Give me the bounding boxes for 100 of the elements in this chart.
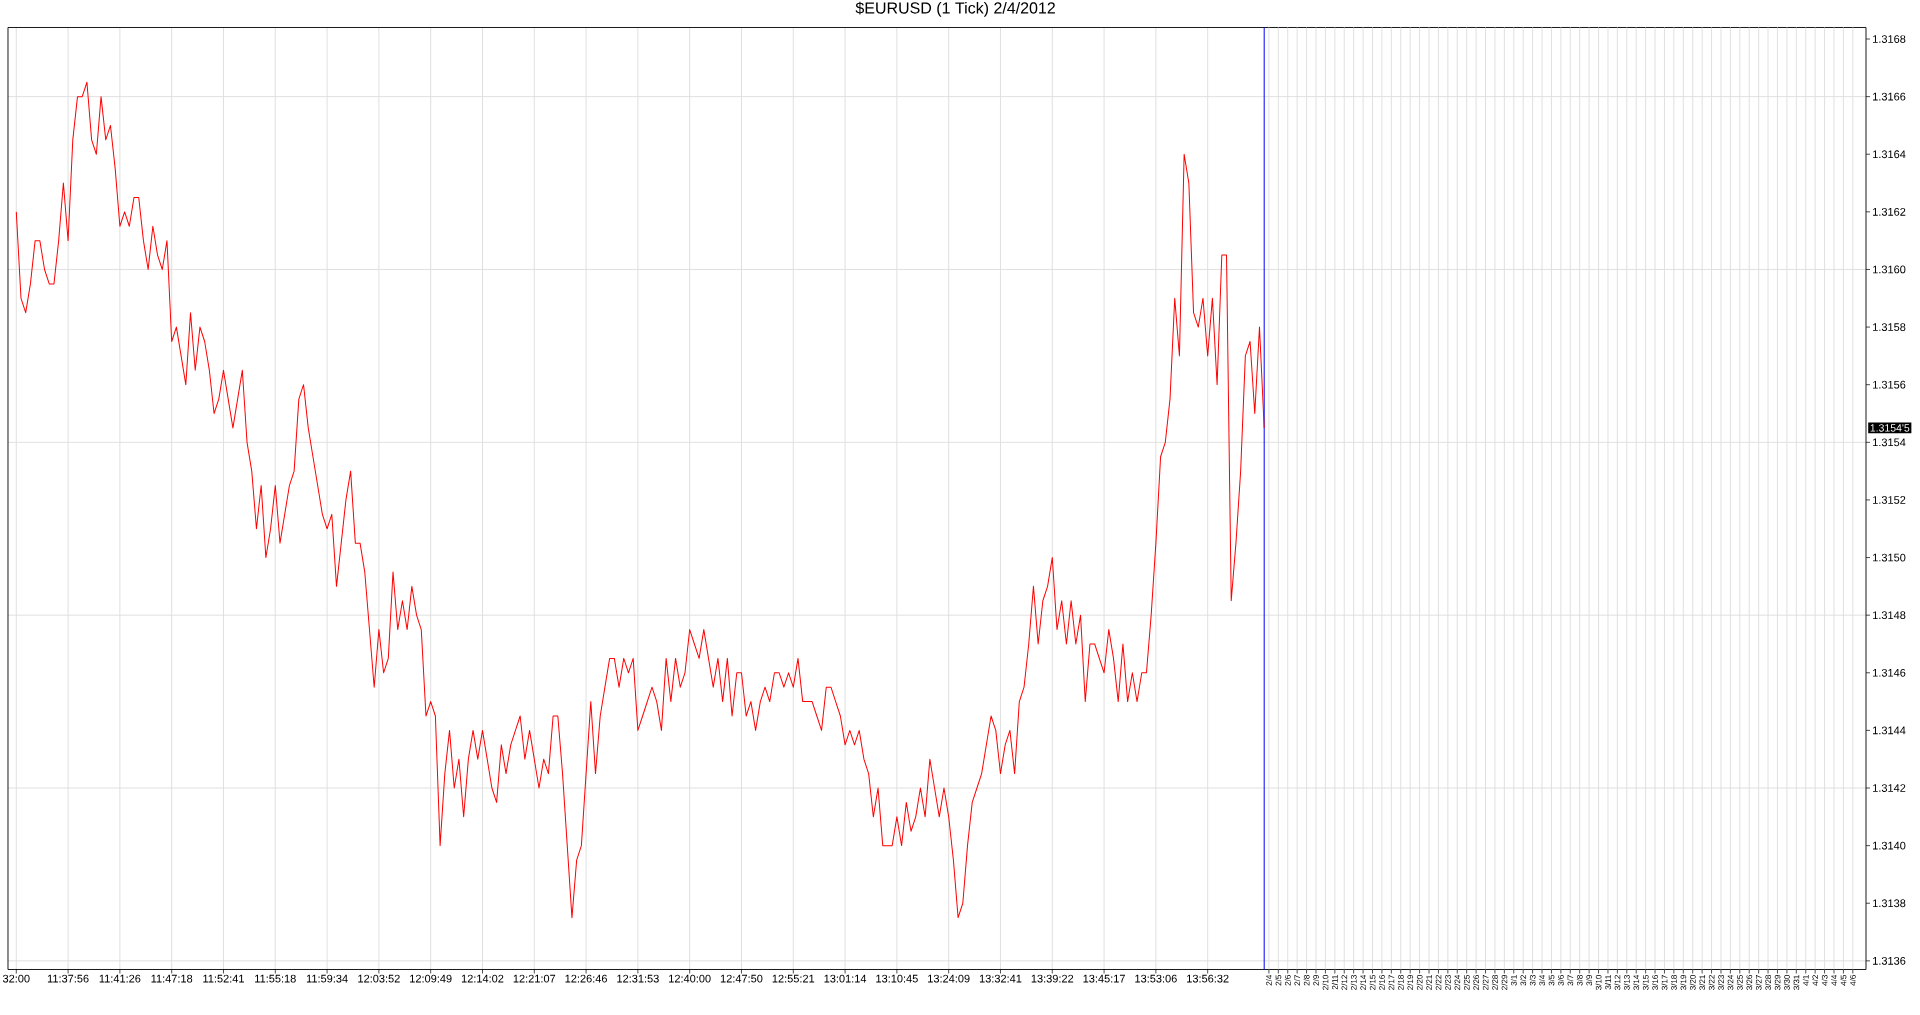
- y-tick-label: 1.3148: [1873, 611, 1906, 620]
- x-tick-label: 3/9: [1586, 975, 1593, 986]
- x-tick-label: 12:03:52: [358, 974, 400, 983]
- x-tick-label: 2/26: [1473, 975, 1480, 990]
- x-tick-label: 2/23: [1444, 975, 1451, 990]
- y-tick-label: 1.3160: [1873, 265, 1906, 274]
- x-tick-label: 13:10:45: [876, 974, 918, 983]
- x-tick-label: 4/5: [1840, 975, 1847, 986]
- x-tick-label: 3/29: [1774, 975, 1781, 990]
- y-tick-label: 1.3146: [1873, 668, 1906, 677]
- x-tick-label: 12:09:49: [410, 974, 452, 983]
- x-tick-label: 12:21:07: [513, 974, 556, 983]
- x-tick-label: 3/28: [1765, 975, 1771, 990]
- y-tick-label: 1.3136: [1873, 956, 1906, 965]
- y-tick-label: 1.3156: [1873, 380, 1906, 389]
- x-tick-label: 3/15: [1642, 975, 1649, 990]
- x-tick-label: 13:45:17: [1083, 974, 1125, 983]
- x-tick-label: 2/27: [1482, 975, 1489, 990]
- y-tick-label: 1.3142: [1873, 784, 1906, 792]
- x-tick-label: 12:55:21: [772, 974, 815, 983]
- x-tick-label: 2/16: [1378, 975, 1385, 990]
- y-tick-label: 1.3168: [1873, 35, 1906, 43]
- x-tick-label: 4/1: [1802, 975, 1809, 986]
- x-tick-label: 13:01:14: [824, 974, 867, 983]
- x-tick-label: 3/8: [1576, 975, 1583, 986]
- x-tick-label: 2/10: [1322, 975, 1329, 990]
- x-tick-label: 11:52:41: [203, 974, 244, 983]
- y-tick-label: 1.3140: [1873, 841, 1906, 850]
- x-tick-label: 11:41:26: [99, 974, 141, 983]
- x-tick-label: 3/23: [1718, 975, 1724, 990]
- x-tick-label: 2/5: [1275, 975, 1282, 986]
- x-tick-label: 4/4: [1831, 974, 1837, 986]
- x-tick-label: 12:14:02: [461, 974, 504, 983]
- x-tick-label: 3/24: [1727, 974, 1734, 990]
- x-tick-label: 12:47:50: [720, 974, 763, 983]
- x-tick-label: 2/9: [1313, 975, 1319, 986]
- chart-title: $EURUSD (1 Tick) 2/4/2012: [855, 1, 1055, 17]
- x-tick-label: 3/4: [1539, 974, 1545, 986]
- x-tick-label: 2/11: [1331, 975, 1338, 990]
- x-tick-label: 3/6: [1557, 975, 1564, 986]
- x-tick-label: 3/17: [1661, 975, 1668, 990]
- x-tick-label: 3/27: [1755, 975, 1762, 990]
- x-tick-label: 2/15: [1369, 975, 1376, 990]
- x-tick-label: 3/1: [1510, 975, 1517, 986]
- x-tick-label: 4/6: [1849, 975, 1856, 986]
- x-tick-label: 3/25: [1736, 975, 1743, 990]
- x-tick-label: 2/18: [1397, 975, 1404, 990]
- y-tick-label: 1.3152: [1873, 496, 1906, 504]
- y-tick-label: 1.3138: [1873, 899, 1906, 908]
- x-tick-label: 12:31:53: [617, 974, 659, 983]
- x-tick-label: 12:40:00: [669, 974, 711, 983]
- x-tick-label: 3/18: [1670, 975, 1677, 990]
- x-tick-label: 3/10: [1595, 975, 1602, 990]
- x-tick-label: 2/13: [1350, 975, 1357, 990]
- y-tick-label: 1.3158: [1873, 323, 1906, 331]
- x-tick-label: 11:55:18: [255, 974, 296, 983]
- x-tick-label: 13:56:32: [1187, 974, 1229, 983]
- x-tick-label: 2/12: [1341, 975, 1348, 990]
- x-tick-label: 3/2: [1520, 975, 1527, 986]
- x-tick-label: 12:26:46: [565, 974, 607, 983]
- x-tick-label: 2/29: [1501, 975, 1508, 990]
- x-tick-label: 3/7: [1567, 975, 1574, 986]
- x-tick-label: 3/19: [1680, 975, 1687, 990]
- x-tick-label: 2/4: [1265, 974, 1272, 986]
- x-tick-label: 3/13: [1623, 975, 1630, 990]
- x-tick-label: 3/14: [1633, 974, 1640, 990]
- y-tick-label: 1.3150: [1873, 553, 1906, 562]
- text: 1.3154'5: [1870, 424, 1910, 432]
- x-tick-label: 2/21: [1426, 975, 1432, 990]
- x-tick-label: 2/8: [1303, 975, 1310, 986]
- x-tick-label: 3/30: [1783, 975, 1790, 990]
- y-tick-label: 1.3164: [1873, 150, 1906, 159]
- x-tick-label: 2/17: [1388, 975, 1395, 990]
- x-tick-label: 32:00: [2, 974, 30, 983]
- x-tick-label: 2/24: [1454, 974, 1461, 990]
- x-tick-label: 4/2: [1812, 975, 1819, 986]
- x-tick-label: 3/3: [1529, 975, 1536, 986]
- x-tick-label: 13:32:41: [979, 974, 1022, 983]
- x-tick-label: 3/16: [1652, 975, 1658, 990]
- x-tick-label: 11:37:56: [47, 974, 89, 983]
- x-tick-label: 3/11: [1605, 975, 1611, 990]
- x-tick-label: 2/6: [1284, 975, 1291, 986]
- x-tick-label: 11:59:34: [306, 974, 348, 983]
- x-tick-label: 3/31: [1793, 975, 1800, 990]
- x-tick-label: 2/25: [1463, 975, 1470, 990]
- x-tick-label: 13:39:22: [1031, 974, 1074, 983]
- y-tick-label: 1.3154: [1873, 438, 1906, 447]
- x-tick-label: 4/3: [1821, 975, 1828, 986]
- x-tick-label: 2/28: [1491, 975, 1498, 990]
- x-tick-label: 3/5: [1548, 975, 1555, 986]
- x-tick-label: 3/26: [1746, 975, 1753, 990]
- y-tick-label: 1.3144: [1873, 726, 1906, 735]
- x-tick-label: 3/21: [1699, 975, 1706, 990]
- x-tick-label: 2/19: [1407, 975, 1414, 990]
- x-tick-label: 13:24:09: [928, 974, 970, 983]
- x-tick-label: 13:53:06: [1135, 974, 1177, 983]
- x-tick-label: 2/7: [1294, 975, 1301, 986]
- x-tick-label: 3/20: [1689, 975, 1696, 990]
- x-tick-label: 2/14: [1360, 974, 1367, 990]
- x-tick-label: 3/22: [1708, 975, 1715, 990]
